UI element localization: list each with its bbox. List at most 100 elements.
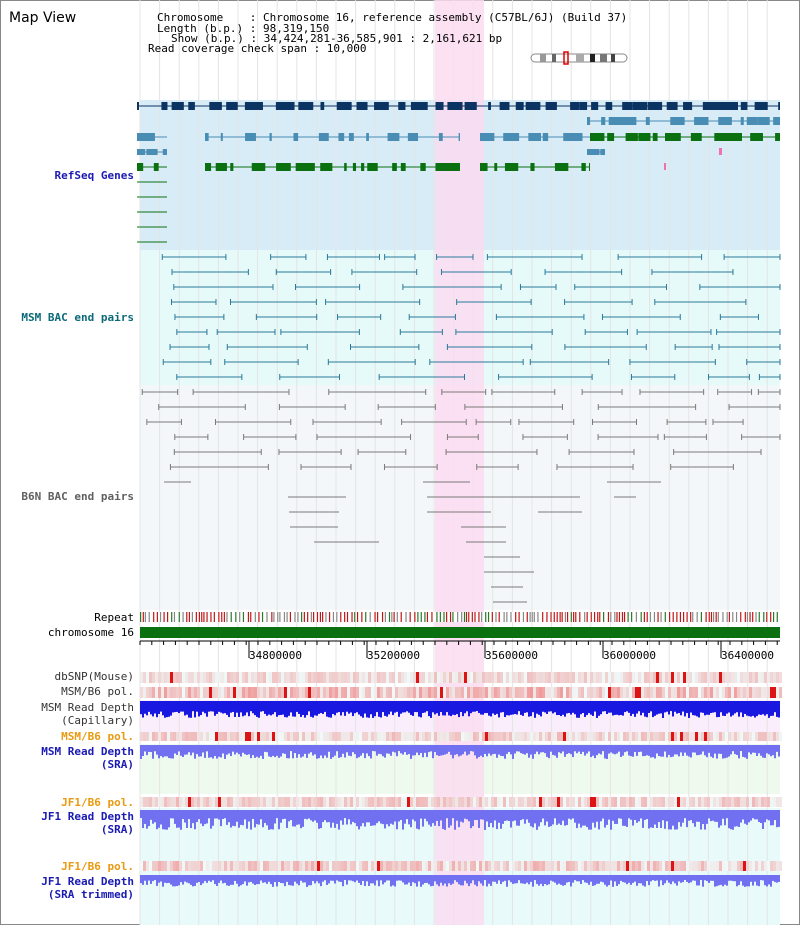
depth-bar	[470, 701, 472, 714]
depth-bar	[506, 810, 508, 821]
label-jf1-depth[interactable]: JF1 Read Depth	[41, 810, 134, 823]
repeat-mark	[182, 612, 184, 622]
heat-cell	[524, 672, 527, 683]
heat-cell	[641, 672, 644, 683]
depth-bar	[224, 701, 226, 714]
depth-bar	[150, 701, 152, 715]
heat-cell	[251, 672, 254, 683]
heat-cell	[305, 797, 308, 807]
label-msm-depth-cap[interactable]: MSM Read Depth	[41, 701, 134, 714]
label-jf1-depth-trim[interactable]: JF1 Read Depth	[41, 875, 134, 888]
heat-cell	[200, 687, 203, 698]
label-jf1-pol[interactable]: JF1/B6 pol.	[61, 796, 134, 809]
heat-cell	[398, 861, 401, 871]
label-refseq-genes[interactable]: RefSeq Genes	[54, 169, 134, 182]
heat-cell	[218, 687, 221, 698]
heat-cell	[719, 672, 722, 683]
heat-cell	[215, 797, 218, 807]
depth-bar	[312, 745, 314, 756]
heat-cell	[485, 732, 488, 741]
gene-exon	[625, 133, 638, 141]
heat-cell	[731, 861, 734, 871]
gene-exon	[727, 102, 739, 110]
depth-bar	[588, 745, 590, 752]
heat-cell	[446, 687, 449, 698]
depth-bar	[610, 810, 612, 830]
label-jf1-pol-2[interactable]: JF1/B6 pol.	[61, 860, 134, 873]
depth-bar	[648, 745, 650, 756]
depth-bar	[198, 875, 200, 883]
heat-cell	[239, 732, 242, 741]
repeat-track[interactable]	[140, 612, 780, 622]
chromosome-bar[interactable]	[140, 627, 780, 638]
depth-bar	[362, 745, 364, 754]
heat-cell	[482, 861, 485, 871]
label-dbsnp[interactable]: dbSNP(Mouse)	[54, 670, 134, 683]
gene-exon	[718, 117, 731, 125]
heat-cell	[197, 687, 200, 698]
heat-cell	[569, 687, 572, 698]
heat-cell	[272, 687, 275, 698]
heat-cell	[155, 687, 158, 698]
polymorphism-heat-tracks[interactable]	[140, 672, 782, 871]
label-msm-pol[interactable]: MSM/B6 pol.	[61, 685, 134, 698]
heat-cell	[155, 732, 158, 741]
gene-exon	[545, 102, 557, 110]
depth-bar	[460, 701, 462, 713]
depth-bar	[414, 810, 416, 822]
depth-bar	[522, 745, 524, 754]
heat-cell	[482, 797, 485, 807]
label-msm-pol-2[interactable]: MSM/B6 pol.	[61, 730, 134, 743]
heat-cell	[470, 861, 473, 871]
label-b6n-bac[interactable]: B6N BAC end pairs	[21, 490, 134, 503]
heat-cell	[551, 732, 554, 741]
heat-cell	[476, 797, 479, 807]
label-msm-depth-sra[interactable]: MSM Read Depth	[41, 745, 134, 758]
heat-cell	[281, 861, 284, 871]
repeat-mark	[369, 612, 371, 622]
heat-cell	[194, 861, 197, 871]
chromosome-ideogram-icon[interactable]	[530, 51, 628, 65]
heat-cell	[710, 687, 713, 698]
heat-cell	[590, 732, 593, 741]
heat-cell	[650, 861, 653, 871]
read-depth-tracks[interactable]	[140, 701, 780, 887]
heat-cell	[218, 732, 221, 741]
depth-bar	[230, 875, 232, 885]
highlight-region[interactable]	[435, 0, 484, 925]
b6n-bac-track[interactable]	[141, 389, 781, 603]
depth-bar	[564, 745, 566, 757]
refseq-genes-track[interactable]	[137, 102, 780, 243]
heat-cell	[164, 861, 167, 871]
depth-bar	[548, 745, 550, 759]
heat-cell	[245, 687, 248, 698]
heat-cell	[764, 861, 767, 871]
depth-bar	[302, 701, 304, 716]
depth-bar	[206, 875, 208, 883]
heat-cell	[656, 672, 659, 683]
label-msm-bac[interactable]: MSM BAC end pairs	[21, 311, 134, 324]
heat-cell	[209, 687, 212, 698]
depth-bar	[762, 745, 764, 758]
label-chromosome[interactable]: chromosome 16	[47, 626, 134, 639]
depth-bar	[360, 810, 362, 827]
label-repeat[interactable]: Repeat	[94, 611, 134, 624]
depth-bar	[504, 875, 506, 881]
depth-bar	[670, 745, 672, 758]
heat-cell	[620, 687, 623, 698]
depth-bar	[140, 810, 142, 819]
heat-cell	[566, 732, 569, 741]
depth-bar	[680, 701, 682, 716]
depth-bar	[642, 745, 644, 757]
depth-bar	[438, 875, 440, 887]
depth-bar	[470, 875, 472, 884]
depth-bar	[192, 745, 194, 753]
depth-bar	[524, 701, 526, 713]
depth-bar	[228, 701, 230, 718]
msm-bac-track[interactable]	[161, 254, 781, 380]
heat-cell	[371, 672, 374, 683]
depth-bar	[466, 701, 468, 712]
heat-cell	[764, 732, 767, 741]
